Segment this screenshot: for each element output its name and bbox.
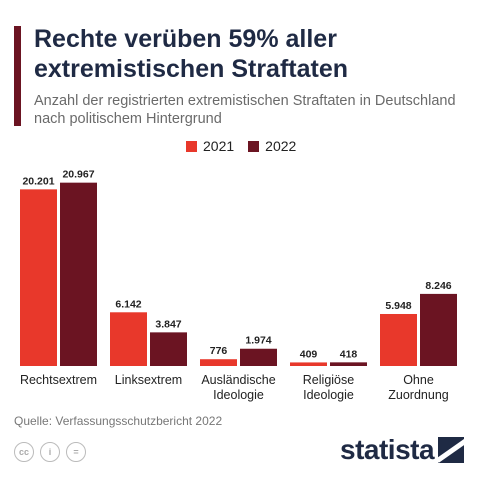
category-label-0-0: Rechtsextrem	[20, 373, 97, 387]
legend-swatch-2021	[186, 140, 197, 152]
license-icons: cc i =	[14, 442, 92, 462]
bar-chart: 20.201 20.967 Rechtsextrem 6.142 3.847 Linkse…	[20, 169, 457, 402]
bar-2022-2	[240, 348, 277, 366]
source-note: Quelle: Verfassungsschutzbericht 2022	[14, 414, 223, 428]
category-label-4-0: Ohne	[403, 373, 434, 387]
category-label-4-1: Zuordnung	[388, 388, 449, 402]
statista-logo[interactable]: statista	[340, 434, 465, 466]
data-label-2021-2: 776	[210, 345, 228, 357]
legend-item-2022: 2022	[248, 138, 296, 154]
bar-2021-2	[200, 359, 237, 366]
bar-2022-3	[330, 362, 367, 366]
category-label-2-0: Ausländische	[201, 373, 275, 387]
bar-2022-0	[60, 182, 97, 366]
category-label-3-0: Religiöse	[303, 373, 354, 387]
data-label-2021-1: 6.142	[115, 298, 141, 310]
data-label-2021-0: 20.201	[22, 175, 54, 187]
chart-title: Rechte verüben 59% aller extremistischen…	[34, 25, 349, 83]
data-label-2022-4: 8.246	[425, 280, 451, 292]
bar-2021-0	[20, 189, 57, 366]
category-label-2-1: Ideologie	[213, 388, 264, 402]
bar-2022-1	[150, 332, 187, 366]
bar-2021-1	[110, 312, 147, 366]
brand-name: statista	[340, 434, 435, 465]
data-label-2021-3: 409	[300, 348, 318, 360]
bar-2021-4	[380, 313, 417, 366]
data-label-2022-2: 1.974	[245, 335, 271, 347]
data-label-2022-0: 20.967	[62, 169, 94, 181]
cc-icon[interactable]: cc	[14, 442, 34, 462]
bar-2021-3	[290, 362, 327, 366]
legend-item-2021: 2021	[186, 138, 234, 154]
data-label-2021-4: 5.948	[385, 300, 411, 312]
legend: 2021 2022	[186, 138, 310, 154]
attribution-icon[interactable]: i	[40, 442, 60, 462]
category-label-3-1: Ideologie	[303, 388, 354, 402]
category-label-1-0: Linksextrem	[115, 373, 182, 387]
statista-mark-icon	[438, 437, 465, 463]
chart-subtitle: Anzahl der registrierten extremistischen…	[34, 93, 456, 127]
data-label-2022-1: 3.847	[155, 318, 181, 330]
legend-swatch-2022	[248, 140, 260, 152]
data-label-2022-3: 418	[340, 348, 358, 360]
legend-label-2021: 2021	[203, 138, 235, 154]
bar-2022-4	[420, 293, 457, 366]
title-accent-bar	[14, 26, 21, 126]
legend-label-2022: 2022	[265, 138, 297, 154]
no-derivatives-icon[interactable]: =	[66, 442, 86, 462]
